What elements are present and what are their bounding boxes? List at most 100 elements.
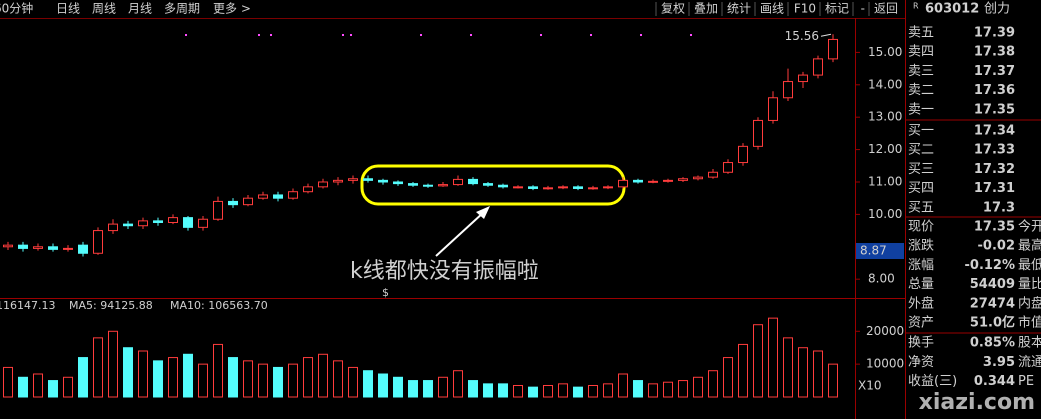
volume-bar: [423, 380, 433, 398]
candle-body: [288, 191, 298, 199]
dot: [640, 34, 642, 36]
toolbar-button[interactable]: 返回: [874, 2, 898, 16]
candle-body: [438, 184, 448, 187]
candle-body: [363, 178, 373, 181]
stat-extra: PE: [1018, 374, 1034, 389]
candle-body: [453, 178, 463, 186]
dot: [470, 34, 472, 36]
candle-body: [228, 200, 238, 206]
volume-bar: [288, 363, 298, 398]
volume-bar: [33, 373, 43, 398]
order-price: 17.37: [974, 64, 1015, 79]
legend-entry: MA10: 106563.70: [170, 299, 268, 312]
stat-label: 涨幅: [908, 258, 934, 273]
candle-body: [783, 81, 793, 99]
stat-label: 换手: [908, 336, 934, 351]
stat-label: 净资: [908, 355, 934, 370]
stat-value: -0.02: [978, 239, 1015, 254]
toolbar-tab[interactable]: 日线: [56, 2, 80, 16]
volume-bar: [228, 357, 238, 398]
stat-extra: 最高: [1018, 238, 1041, 254]
y-tick-label: 15.00: [868, 45, 902, 59]
y-tick-label: 12.00: [868, 142, 902, 156]
arrow-shaft: [435, 211, 485, 257]
toolbar-button[interactable]: 叠加: [694, 2, 718, 16]
candle-body: [123, 223, 133, 227]
toolbar-button[interactable]: 画线: [760, 2, 784, 16]
candle-body: [378, 179, 388, 183]
panel-header: [906, 0, 1041, 18]
stat-label: 收益(三): [908, 374, 957, 389]
stat-extra: 今开: [1018, 219, 1041, 235]
candle-body: [828, 38, 838, 60]
toolbar-button[interactable]: -: [861, 2, 865, 16]
toolbar-tab[interactable]: 多周期: [164, 2, 200, 16]
candle-body: [318, 181, 328, 188]
candle-body: [333, 179, 343, 183]
toolbar-button[interactable]: 统计: [727, 2, 751, 16]
volume-bar: [3, 366, 13, 398]
stat-value: 54409: [970, 277, 1015, 292]
volume-bar: [483, 383, 493, 398]
stat-extra: 股本: [1018, 336, 1041, 351]
stat-value: 17.35: [974, 220, 1015, 235]
candle-body: [243, 197, 253, 206]
toolbar-tab[interactable]: 更多 >: [213, 2, 251, 16]
candle-body: [618, 179, 628, 188]
candle-body: [303, 186, 313, 193]
y-tick-label: 14.00: [868, 77, 902, 91]
order-price: 17.39: [974, 26, 1015, 41]
order-price: 17.33: [974, 143, 1015, 158]
candle-body: [78, 244, 88, 254]
volume-bar: [48, 380, 58, 398]
volume-bar: [798, 347, 808, 398]
y-tick-label: 11.00: [868, 174, 902, 188]
stat-extra: 内盘: [1018, 295, 1041, 311]
toolbar-tab[interactable]: 60分钟: [0, 1, 33, 16]
volume-bar: [18, 376, 28, 398]
candle-body: [483, 183, 493, 186]
dot: [270, 34, 272, 36]
volume-bar: [603, 383, 613, 398]
candle-body: [513, 186, 523, 189]
order-price: 17.35: [974, 102, 1015, 117]
candle-body: [468, 178, 478, 185]
order-price: 17.32: [974, 162, 1015, 177]
top-dots: [185, 34, 692, 36]
candle-body: [108, 223, 118, 232]
toolbar-tab[interactable]: 周线: [92, 2, 116, 16]
legend-entry: MA5: 94125.88: [69, 299, 153, 312]
toolbar-button[interactable]: F10: [794, 2, 816, 16]
toolbar-tab[interactable]: 月线: [128, 2, 152, 16]
toolbar-button[interactable]: 标记: [825, 2, 849, 16]
y-tick-label: 10000: [866, 357, 904, 371]
legend-entry: 116147.13: [0, 299, 56, 312]
volume-bar: [558, 383, 568, 398]
candle-body: [273, 194, 283, 199]
order-label: 卖三: [908, 64, 934, 79]
volume-bar: [708, 370, 718, 398]
signal-marker: $: [382, 286, 389, 299]
candle-body: [48, 246, 58, 250]
y-tick-label: 20000: [866, 324, 904, 338]
toolbar-button[interactable]: 复权: [661, 2, 685, 16]
volume-bar: [528, 386, 538, 398]
stat-extra: 量比: [1018, 277, 1041, 292]
candle-body: [18, 244, 28, 249]
volume-bar: [828, 363, 838, 398]
stat-value: -0.12%: [965, 258, 1016, 273]
order-label: 卖二: [908, 83, 934, 98]
candle-body: [543, 187, 553, 190]
candle-body: [198, 218, 208, 228]
candle-body: [408, 183, 418, 186]
candle-body: [423, 184, 433, 187]
stat-extra: 流通: [1018, 355, 1041, 370]
candle-body: [678, 178, 688, 181]
candle-body: [573, 186, 583, 189]
candle-body: [393, 181, 403, 185]
stat-label: 现价: [908, 220, 934, 235]
candle-body: [588, 187, 598, 190]
volume-bar: [273, 366, 283, 398]
candle-body: [33, 246, 43, 249]
